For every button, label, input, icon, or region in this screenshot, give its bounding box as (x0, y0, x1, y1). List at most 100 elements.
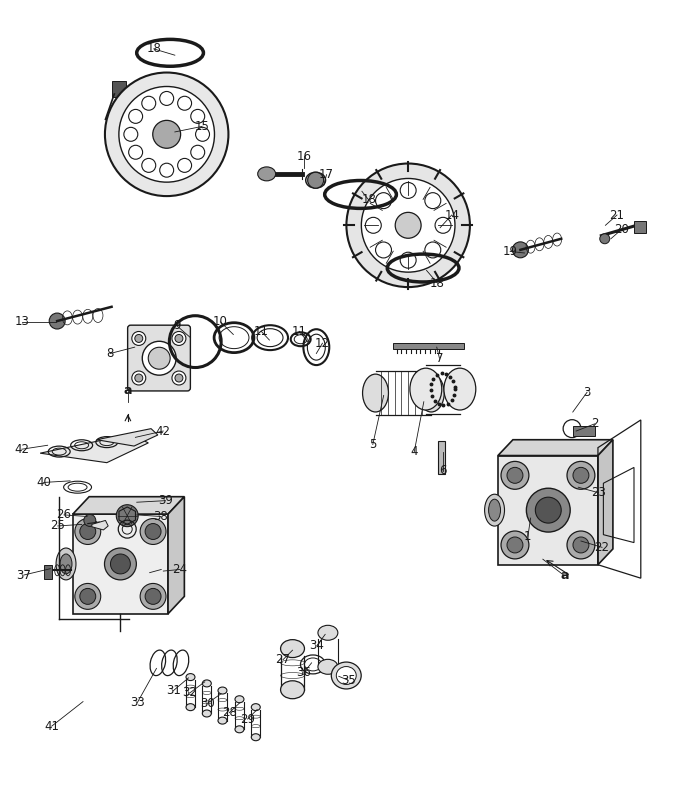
Ellipse shape (218, 717, 227, 724)
Text: a: a (124, 384, 132, 397)
Text: 15: 15 (195, 120, 210, 133)
Text: 4: 4 (410, 445, 418, 458)
Circle shape (346, 164, 470, 287)
Circle shape (395, 212, 421, 238)
Text: a: a (560, 569, 569, 582)
FancyBboxPatch shape (128, 326, 191, 391)
Text: 38: 38 (153, 510, 168, 523)
Text: 24: 24 (172, 563, 187, 576)
Text: 39: 39 (158, 494, 173, 507)
Circle shape (116, 505, 138, 526)
Text: 30: 30 (200, 696, 215, 710)
Circle shape (132, 331, 145, 345)
Text: 19: 19 (503, 245, 518, 258)
Ellipse shape (186, 673, 195, 680)
Text: 1: 1 (524, 530, 531, 543)
Polygon shape (168, 497, 184, 614)
Ellipse shape (363, 374, 389, 412)
Circle shape (425, 242, 441, 258)
Text: 41: 41 (44, 719, 59, 733)
Text: 5: 5 (369, 438, 376, 451)
Text: 20: 20 (614, 223, 629, 236)
Ellipse shape (281, 680, 305, 699)
Ellipse shape (318, 626, 338, 640)
Ellipse shape (306, 172, 326, 188)
Text: 17: 17 (319, 168, 334, 181)
Text: 33: 33 (130, 696, 145, 709)
Text: 6: 6 (439, 464, 447, 477)
Circle shape (365, 218, 381, 233)
Bar (393, 343, 464, 349)
Bar (112, 81, 126, 97)
Text: 9: 9 (173, 319, 180, 333)
Ellipse shape (186, 703, 195, 711)
Text: 18: 18 (361, 194, 376, 206)
Circle shape (567, 461, 595, 489)
Circle shape (573, 537, 589, 553)
Circle shape (124, 127, 138, 141)
Text: 13: 13 (14, 315, 29, 329)
Circle shape (145, 588, 161, 604)
Circle shape (527, 488, 570, 532)
Circle shape (75, 584, 100, 609)
Ellipse shape (488, 499, 501, 521)
Circle shape (111, 554, 130, 574)
Ellipse shape (281, 640, 305, 657)
Text: 22: 22 (594, 541, 609, 554)
Text: 42: 42 (156, 425, 171, 437)
Circle shape (135, 374, 143, 382)
Ellipse shape (235, 696, 244, 703)
Ellipse shape (419, 374, 444, 412)
Text: 34: 34 (309, 639, 324, 652)
Text: 23: 23 (591, 486, 606, 499)
Circle shape (307, 172, 324, 188)
Circle shape (75, 518, 100, 545)
Circle shape (172, 331, 186, 345)
Ellipse shape (202, 710, 211, 717)
Circle shape (435, 218, 451, 233)
Text: 18: 18 (146, 42, 161, 56)
Ellipse shape (485, 494, 505, 526)
Circle shape (195, 127, 210, 141)
Circle shape (153, 121, 180, 148)
Circle shape (600, 233, 610, 244)
Circle shape (425, 193, 441, 209)
Text: 7: 7 (436, 352, 443, 364)
Circle shape (400, 183, 416, 198)
Ellipse shape (257, 167, 276, 181)
Circle shape (84, 515, 96, 526)
Circle shape (135, 334, 143, 342)
Text: 12: 12 (315, 337, 330, 349)
Ellipse shape (251, 734, 260, 741)
Polygon shape (119, 507, 135, 524)
Text: 11: 11 (253, 325, 268, 337)
Polygon shape (498, 456, 598, 565)
Ellipse shape (251, 703, 260, 711)
Circle shape (128, 110, 143, 123)
Circle shape (160, 164, 173, 177)
Circle shape (501, 531, 529, 559)
Text: 14: 14 (444, 209, 459, 222)
Text: 35: 35 (341, 674, 356, 687)
Circle shape (507, 537, 523, 553)
Circle shape (80, 523, 96, 539)
Polygon shape (73, 497, 184, 514)
Text: 25: 25 (51, 519, 66, 533)
Circle shape (400, 252, 416, 268)
Circle shape (128, 145, 143, 160)
Polygon shape (498, 440, 613, 456)
Ellipse shape (444, 368, 476, 410)
Ellipse shape (56, 548, 76, 580)
Text: 37: 37 (16, 569, 31, 581)
Text: 21: 21 (609, 209, 624, 222)
Circle shape (119, 87, 214, 182)
Ellipse shape (331, 662, 361, 689)
Text: 40: 40 (36, 476, 51, 489)
Circle shape (104, 548, 137, 580)
Text: 29: 29 (240, 712, 255, 726)
Text: 28: 28 (222, 706, 237, 719)
Text: 26: 26 (57, 508, 72, 522)
Ellipse shape (60, 554, 72, 574)
Circle shape (535, 497, 561, 523)
Ellipse shape (202, 680, 211, 687)
